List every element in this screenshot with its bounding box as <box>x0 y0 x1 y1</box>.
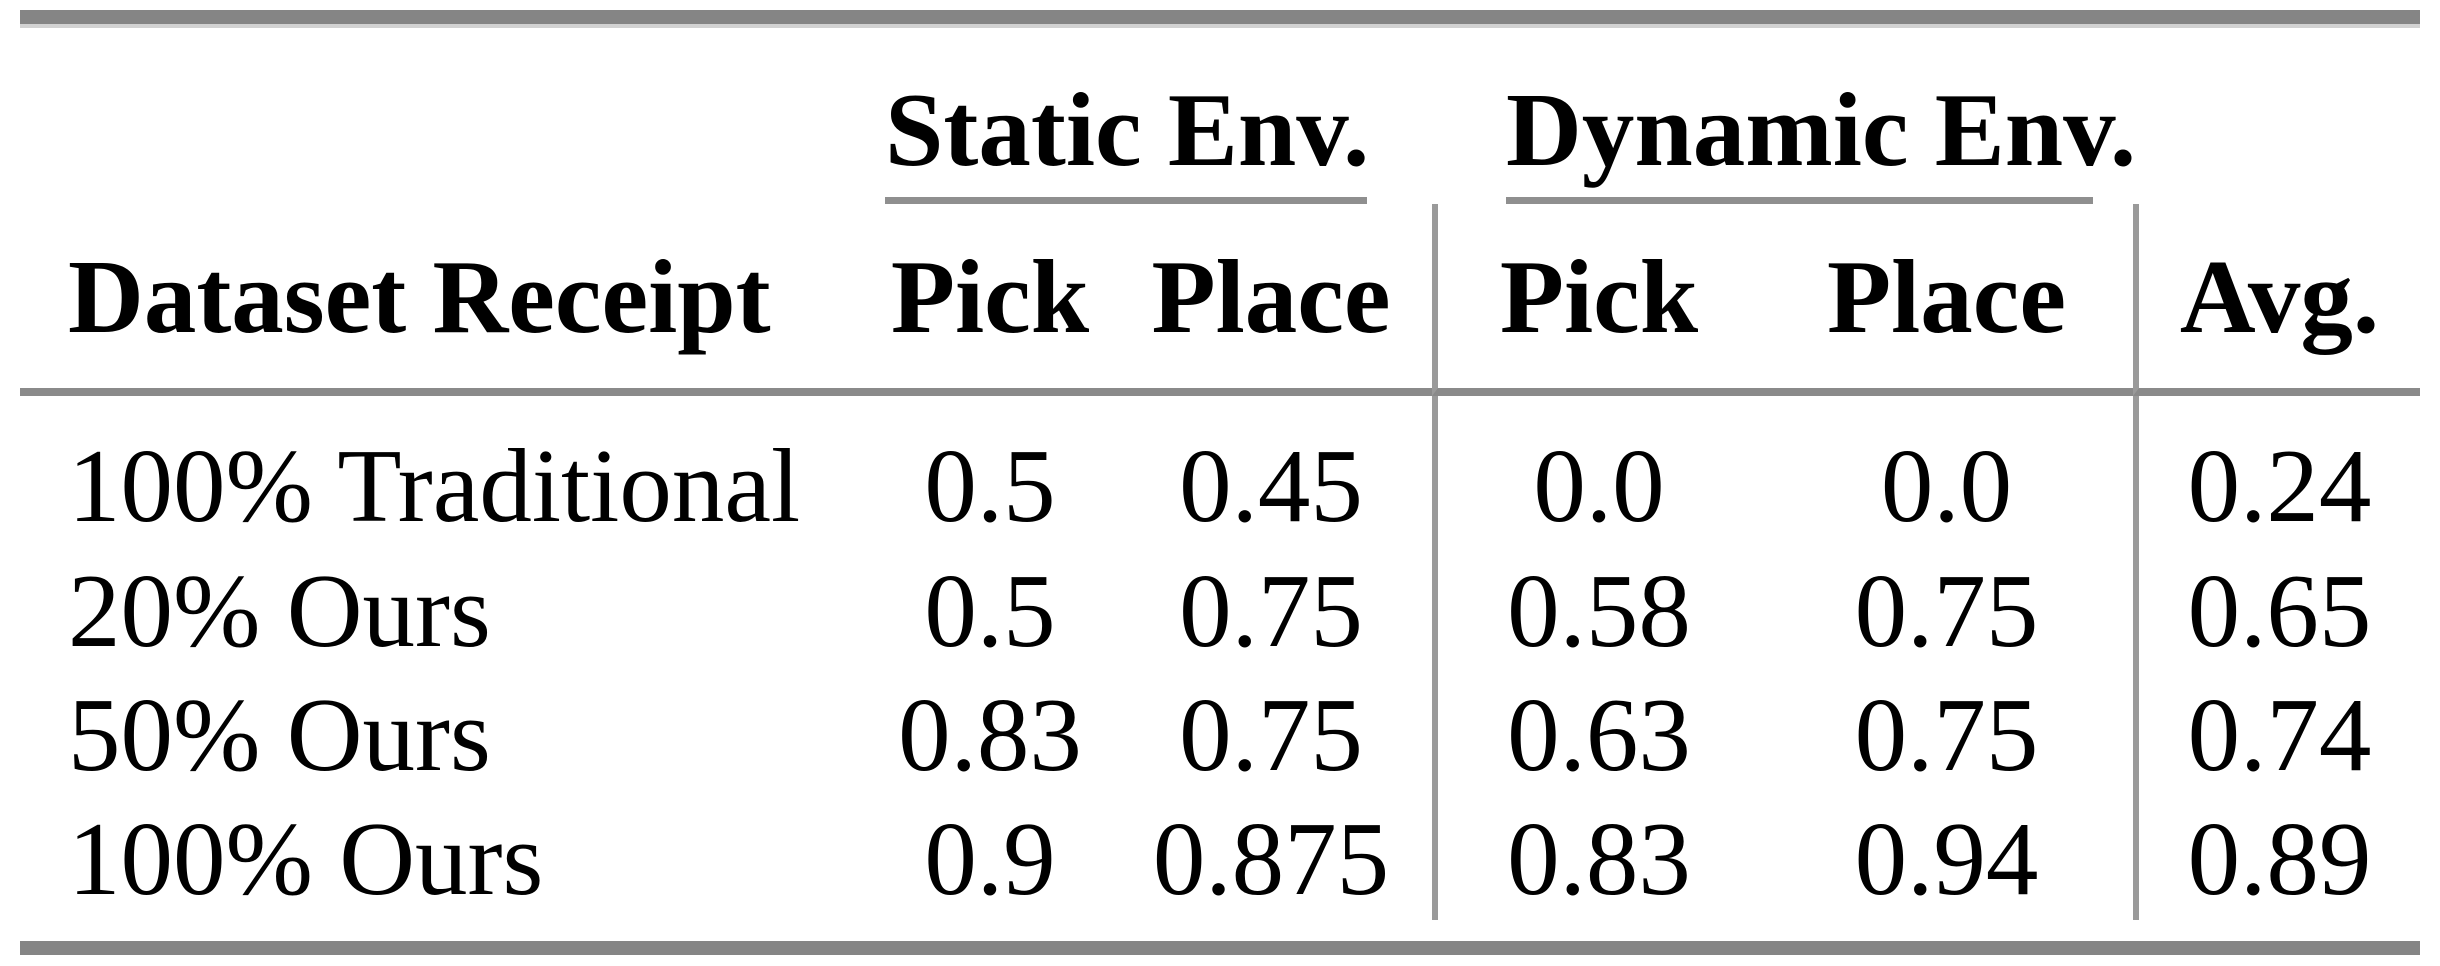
row-label: 50% Ours <box>68 675 491 793</box>
table-row-100pct-traditional: 100% Traditional 0.5 0.45 0.0 0.0 0.24 <box>20 396 2420 548</box>
cell-dynamic-pick: 0.0 <box>1432 396 1760 548</box>
cell-avg: 0.74 <box>2133 672 2420 796</box>
cell-dynamic-place: 0.0 <box>1880 426 2013 544</box>
column-header-row: Dataset Receipt Pick Place Pick Place Av… <box>20 204 2420 396</box>
column-group-header-row: Static Env. Dynamic Env. <box>20 24 2420 204</box>
cell-static-pick: 0.83 <box>898 675 1082 793</box>
column-header-avg: Avg. <box>2133 204 2420 396</box>
cell-static-place: 0.75 <box>1179 675 1363 793</box>
table-top-rule <box>20 10 2420 24</box>
row-label: 100% Traditional <box>68 426 801 544</box>
cell-static-place: 0.75 <box>1179 551 1363 669</box>
column-header-static-pick: Pick <box>870 204 1110 396</box>
cmidrule-dynamic <box>1506 197 2093 204</box>
table-row-20pct-ours: 20% Ours 0.5 0.75 0.58 0.75 0.65 <box>20 548 2420 672</box>
cmidrule-static <box>885 197 1367 204</box>
group-header-spacer <box>2133 24 2420 204</box>
cell-dynamic-place: 0.75 <box>1854 551 2039 669</box>
row-label: 100% Ours <box>68 799 544 917</box>
results-table-container: Static Env. Dynamic Env. Dataset Receipt <box>20 10 2420 955</box>
column-group-dynamic-env: Dynamic Env. <box>1432 24 2137 204</box>
column-group-label-static: Static Env. <box>885 71 1370 188</box>
table-row-50pct-ours: 50% Ours 0.83 0.75 0.63 0.75 0.74 <box>20 672 2420 796</box>
table-bottom-rule <box>20 941 2420 955</box>
column-group-static-env: Static Env. <box>870 24 1432 204</box>
cell-dynamic-pick: 0.58 <box>1432 548 1760 672</box>
cell-dynamic-pick: 0.83 <box>1432 796 1760 920</box>
column-group-label-dynamic: Dynamic Env. <box>1506 71 2137 188</box>
column-header-dataset-receipt: Dataset Receipt <box>20 204 870 396</box>
group-header-spacer <box>20 24 870 204</box>
cell-static-pick: 0.5 <box>924 551 1056 669</box>
table-row-100pct-ours: 100% Ours 0.9 0.875 0.83 0.94 0.89 <box>20 796 2420 920</box>
column-header-static-place: Place <box>1110 204 1432 396</box>
results-table: Static Env. Dynamic Env. Dataset Receipt <box>20 24 2420 920</box>
column-header-dynamic-place: Place <box>1760 204 2133 396</box>
cell-static-pick: 0.5 <box>924 426 1056 544</box>
row-label: 20% Ours <box>68 551 491 669</box>
cell-avg: 0.65 <box>2133 548 2420 672</box>
column-header-dynamic-pick: Pick <box>1432 204 1760 396</box>
cell-static-place: 0.875 <box>1152 799 1390 917</box>
cell-avg: 0.89 <box>2133 796 2420 920</box>
cell-dynamic-place: 0.75 <box>1854 675 2039 793</box>
cell-dynamic-pick: 0.63 <box>1432 672 1760 796</box>
cell-static-pick: 0.9 <box>924 799 1056 917</box>
cell-dynamic-place: 0.94 <box>1854 799 2039 917</box>
cell-static-place: 0.45 <box>1179 426 1363 544</box>
cell-avg: 0.24 <box>2133 396 2420 548</box>
